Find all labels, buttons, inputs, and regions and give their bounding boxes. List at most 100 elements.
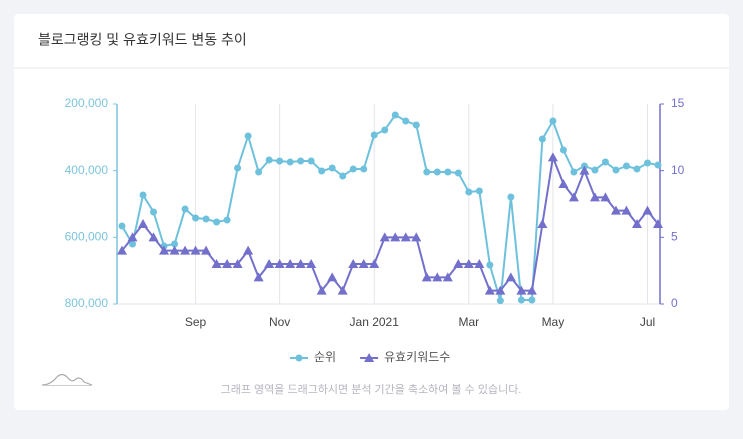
x-tick-label: Jul xyxy=(640,315,655,329)
data-point xyxy=(591,166,599,174)
x-tick-label: Nov xyxy=(269,315,290,329)
data-point xyxy=(432,272,443,282)
data-point xyxy=(255,168,263,176)
data-point xyxy=(222,259,233,268)
data-point xyxy=(234,164,242,172)
data-point xyxy=(549,117,557,125)
data-point xyxy=(285,259,296,268)
data-point xyxy=(274,259,285,268)
data-point xyxy=(232,259,243,268)
data-point xyxy=(150,208,158,216)
data-point xyxy=(370,131,378,139)
data-point xyxy=(381,126,389,134)
data-point xyxy=(654,161,662,169)
data-point xyxy=(307,157,315,165)
data-point xyxy=(474,259,485,268)
data-point xyxy=(528,296,536,304)
data-point xyxy=(400,232,411,242)
chart-title: 블로그랭킹 및 유효키워드 변동 추이 xyxy=(38,32,247,48)
data-point xyxy=(402,117,410,125)
data-point xyxy=(570,168,578,176)
zoom-icon xyxy=(41,373,93,386)
data-point xyxy=(601,158,609,166)
data-point xyxy=(264,259,275,268)
data-point xyxy=(507,193,515,201)
data-point xyxy=(358,259,369,268)
data-point xyxy=(129,240,137,248)
data-point xyxy=(558,179,569,188)
data-point xyxy=(463,259,474,268)
data-point xyxy=(211,259,222,268)
data-point xyxy=(276,157,284,165)
data-point xyxy=(349,165,357,173)
data-point xyxy=(213,218,221,226)
data-point xyxy=(295,259,306,268)
data-point xyxy=(190,245,201,255)
data-point xyxy=(360,165,368,173)
data-point xyxy=(318,167,326,175)
data-point xyxy=(337,285,348,295)
data-point xyxy=(286,158,294,166)
data-point xyxy=(379,232,390,242)
y-tick-label: 200,000 xyxy=(65,96,109,110)
data-point xyxy=(327,272,338,282)
data-point xyxy=(559,146,567,154)
data-point xyxy=(223,216,231,224)
data-point xyxy=(297,157,305,165)
y2-tick-label: 10 xyxy=(671,163,685,177)
data-point xyxy=(181,205,189,213)
data-point xyxy=(139,191,147,199)
legend-label[interactable]: 유효키워드수 xyxy=(384,350,450,364)
x-tick-label: Sep xyxy=(185,315,207,329)
data-point xyxy=(411,232,422,242)
data-point xyxy=(589,192,600,202)
y2-tick-label: 5 xyxy=(671,230,678,244)
data-point xyxy=(391,111,399,119)
data-point xyxy=(421,272,432,282)
data-point xyxy=(526,285,537,295)
data-point xyxy=(390,232,401,242)
data-point xyxy=(631,219,642,228)
data-point xyxy=(633,165,641,173)
data-point xyxy=(517,296,525,304)
data-point xyxy=(180,245,191,255)
data-point xyxy=(265,156,273,164)
data-point xyxy=(159,245,170,255)
data-point xyxy=(612,166,620,174)
y-tick-label: 600,000 xyxy=(65,230,109,244)
data-point xyxy=(622,162,630,170)
data-point xyxy=(621,205,632,215)
data-point xyxy=(475,187,483,195)
data-point xyxy=(127,232,138,242)
data-point xyxy=(339,172,347,180)
data-point xyxy=(547,152,558,162)
data-point xyxy=(600,192,611,202)
data-point xyxy=(243,245,254,255)
data-point xyxy=(444,168,452,176)
zoom-note: 그래프 영역을 드래그하시면 분석 기간을 축소하여 볼 수 있습니다. xyxy=(221,382,522,396)
legend-marker xyxy=(295,354,303,362)
x-tick-label: Jan 2021 xyxy=(350,315,400,329)
data-point xyxy=(568,192,579,202)
data-point xyxy=(316,285,327,295)
legend-label[interactable]: 순위 xyxy=(314,350,336,364)
data-point xyxy=(495,285,506,295)
data-point xyxy=(169,245,180,255)
y-tick-label: 800,000 xyxy=(65,296,109,310)
data-point xyxy=(538,135,546,143)
data-point xyxy=(653,219,663,228)
y2-tick-label: 15 xyxy=(671,96,685,110)
series-line xyxy=(121,153,659,293)
data-point xyxy=(328,164,336,172)
data-point xyxy=(253,272,264,282)
data-point xyxy=(306,259,317,268)
data-point xyxy=(505,272,516,282)
y2-tick-label: 0 xyxy=(671,296,678,310)
data-point xyxy=(454,169,462,177)
data-point xyxy=(433,168,441,176)
data-point xyxy=(453,259,464,268)
card xyxy=(14,14,729,410)
data-point xyxy=(138,219,149,228)
data-point xyxy=(171,240,179,248)
